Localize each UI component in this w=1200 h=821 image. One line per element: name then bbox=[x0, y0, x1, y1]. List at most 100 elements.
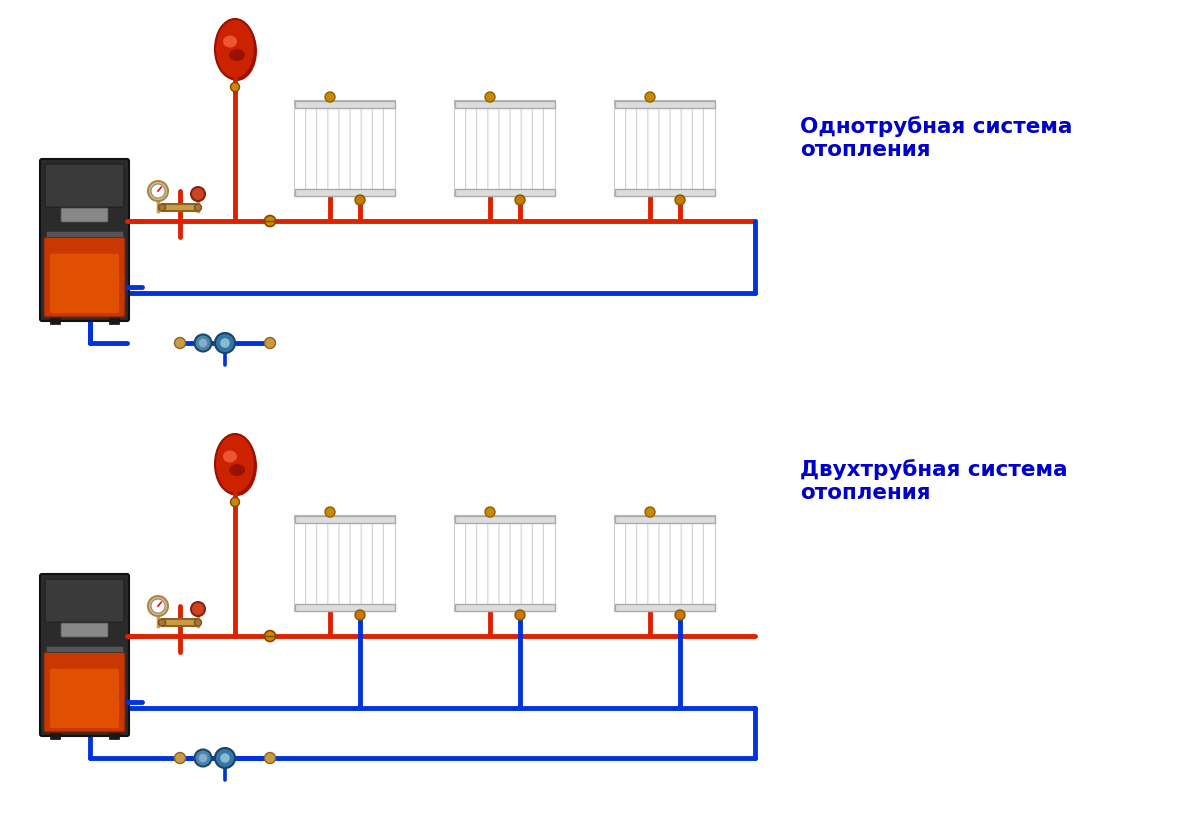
FancyBboxPatch shape bbox=[294, 105, 306, 192]
FancyBboxPatch shape bbox=[659, 105, 671, 192]
FancyBboxPatch shape bbox=[648, 521, 660, 607]
Bar bbox=[455, 516, 554, 523]
Circle shape bbox=[230, 82, 240, 91]
FancyBboxPatch shape bbox=[50, 668, 119, 728]
FancyBboxPatch shape bbox=[328, 105, 340, 192]
Circle shape bbox=[215, 333, 235, 353]
Circle shape bbox=[194, 334, 211, 351]
Circle shape bbox=[230, 498, 240, 507]
Ellipse shape bbox=[217, 21, 257, 81]
Bar bbox=[295, 101, 395, 196]
Text: Двухтрубная система
отопления: Двухтрубная система отопления bbox=[800, 459, 1068, 503]
FancyBboxPatch shape bbox=[499, 105, 511, 192]
FancyBboxPatch shape bbox=[317, 521, 329, 607]
FancyBboxPatch shape bbox=[692, 521, 704, 607]
FancyBboxPatch shape bbox=[521, 521, 533, 607]
FancyBboxPatch shape bbox=[372, 521, 384, 607]
FancyBboxPatch shape bbox=[306, 105, 318, 192]
Bar bbox=[616, 516, 715, 523]
FancyBboxPatch shape bbox=[361, 521, 373, 607]
Circle shape bbox=[646, 92, 655, 102]
FancyBboxPatch shape bbox=[625, 105, 637, 192]
Circle shape bbox=[194, 750, 211, 767]
FancyBboxPatch shape bbox=[703, 105, 715, 192]
FancyBboxPatch shape bbox=[383, 521, 396, 607]
FancyBboxPatch shape bbox=[294, 521, 306, 607]
FancyBboxPatch shape bbox=[40, 574, 130, 736]
Ellipse shape bbox=[223, 35, 238, 48]
Circle shape bbox=[220, 337, 230, 348]
Ellipse shape bbox=[215, 19, 256, 79]
FancyBboxPatch shape bbox=[682, 521, 694, 607]
FancyBboxPatch shape bbox=[328, 521, 340, 607]
Ellipse shape bbox=[223, 451, 238, 462]
Bar bbox=[162, 204, 198, 211]
FancyBboxPatch shape bbox=[476, 521, 488, 607]
FancyBboxPatch shape bbox=[614, 105, 626, 192]
FancyBboxPatch shape bbox=[521, 105, 533, 192]
Circle shape bbox=[676, 610, 685, 620]
FancyBboxPatch shape bbox=[648, 105, 660, 192]
Circle shape bbox=[515, 610, 526, 620]
Bar bbox=[455, 101, 554, 108]
Ellipse shape bbox=[229, 49, 245, 61]
Bar bbox=[109, 316, 119, 324]
Text: Однотрубная система
отопления: Однотрубная система отопления bbox=[800, 116, 1073, 160]
Circle shape bbox=[198, 338, 208, 348]
FancyBboxPatch shape bbox=[350, 105, 362, 192]
Ellipse shape bbox=[229, 464, 245, 476]
Bar bbox=[109, 731, 119, 739]
Circle shape bbox=[325, 507, 335, 517]
Circle shape bbox=[158, 619, 166, 626]
FancyBboxPatch shape bbox=[61, 208, 108, 222]
FancyBboxPatch shape bbox=[510, 521, 522, 607]
Circle shape bbox=[215, 748, 235, 768]
Circle shape bbox=[485, 507, 494, 517]
Circle shape bbox=[174, 337, 186, 348]
Bar bbox=[455, 516, 554, 611]
FancyBboxPatch shape bbox=[44, 652, 125, 732]
FancyBboxPatch shape bbox=[499, 521, 511, 607]
Circle shape bbox=[515, 195, 526, 205]
FancyBboxPatch shape bbox=[476, 105, 488, 192]
FancyBboxPatch shape bbox=[670, 521, 682, 607]
FancyBboxPatch shape bbox=[544, 521, 556, 607]
FancyBboxPatch shape bbox=[466, 105, 478, 192]
Bar bbox=[295, 189, 395, 196]
Circle shape bbox=[174, 753, 186, 764]
Circle shape bbox=[151, 184, 166, 198]
Circle shape bbox=[158, 204, 166, 211]
Ellipse shape bbox=[215, 434, 256, 494]
Bar bbox=[46, 646, 124, 652]
FancyBboxPatch shape bbox=[510, 105, 522, 192]
Circle shape bbox=[325, 92, 335, 102]
FancyBboxPatch shape bbox=[61, 623, 108, 637]
Bar bbox=[616, 101, 715, 196]
FancyBboxPatch shape bbox=[625, 521, 637, 607]
Circle shape bbox=[148, 181, 168, 201]
FancyBboxPatch shape bbox=[703, 521, 715, 607]
FancyBboxPatch shape bbox=[670, 105, 682, 192]
FancyBboxPatch shape bbox=[361, 105, 373, 192]
Bar bbox=[295, 516, 395, 611]
Bar bbox=[50, 316, 60, 324]
Bar bbox=[455, 189, 554, 196]
Circle shape bbox=[264, 337, 276, 348]
FancyBboxPatch shape bbox=[488, 521, 500, 607]
Circle shape bbox=[264, 753, 276, 764]
Bar bbox=[455, 101, 554, 196]
FancyBboxPatch shape bbox=[383, 105, 396, 192]
Bar bbox=[616, 516, 715, 611]
Bar bbox=[616, 101, 715, 108]
Bar bbox=[295, 101, 395, 108]
FancyBboxPatch shape bbox=[614, 521, 626, 607]
Bar bbox=[162, 619, 198, 626]
FancyBboxPatch shape bbox=[50, 254, 119, 313]
FancyBboxPatch shape bbox=[46, 579, 124, 622]
FancyBboxPatch shape bbox=[637, 521, 649, 607]
Circle shape bbox=[264, 216, 276, 227]
FancyBboxPatch shape bbox=[682, 105, 694, 192]
FancyBboxPatch shape bbox=[338, 521, 350, 607]
FancyBboxPatch shape bbox=[488, 105, 500, 192]
FancyBboxPatch shape bbox=[317, 105, 329, 192]
